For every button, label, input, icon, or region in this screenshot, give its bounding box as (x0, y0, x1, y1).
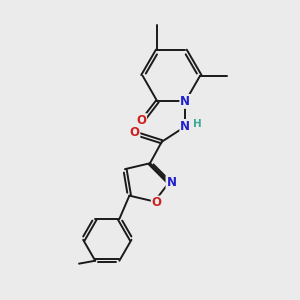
Text: N: N (180, 120, 190, 133)
Text: O: O (152, 196, 162, 209)
Text: O: O (136, 114, 146, 127)
Text: H: H (193, 119, 202, 129)
Text: O: O (129, 126, 140, 139)
Text: N: N (167, 176, 176, 189)
Text: N: N (180, 95, 190, 108)
